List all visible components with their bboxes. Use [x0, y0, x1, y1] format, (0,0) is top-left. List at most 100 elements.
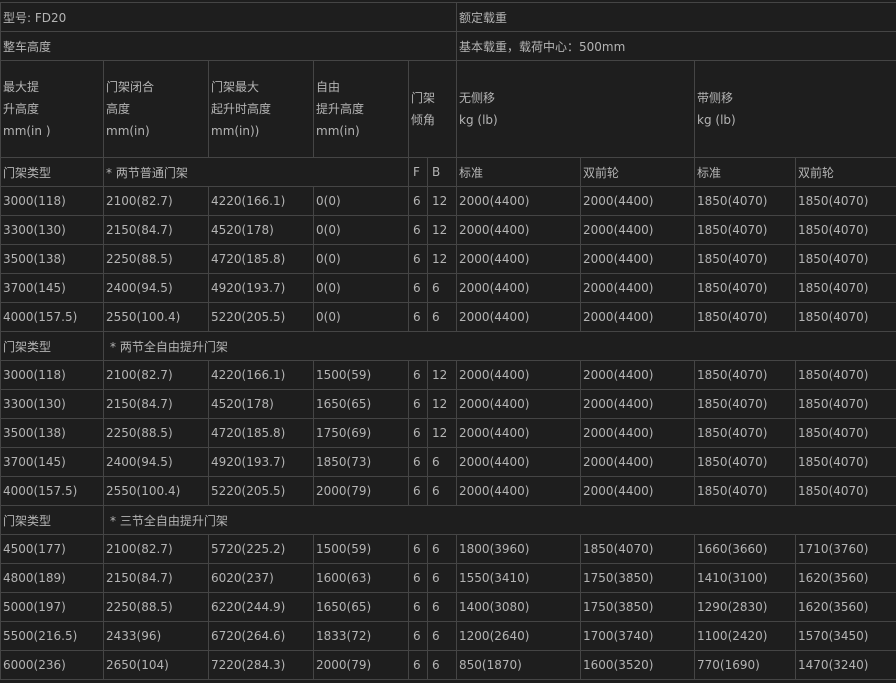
cell-tilt-f: 6 — [409, 564, 428, 593]
cell-no-sideshift-standard: 2000(4400) — [457, 361, 581, 390]
cell-tilt-f: 6 — [409, 303, 428, 332]
mast-type-name: * 两节全自由提升门架 — [104, 332, 896, 361]
cell-no-sideshift-dual: 2000(4400) — [581, 187, 695, 216]
cell-max-lift: 3500(138) — [1, 419, 104, 448]
cell-tilt-b: 6 — [428, 622, 457, 651]
cell-tilt-b: 12 — [428, 187, 457, 216]
cell-closed-height: 2650(104) — [104, 651, 209, 680]
cell-tilt-f: 6 — [409, 622, 428, 651]
cell-no-sideshift-standard: 2000(4400) — [457, 187, 581, 216]
cell-tilt-f: 6 — [409, 651, 428, 680]
cell-sideshift-standard: 1850(4070) — [695, 187, 796, 216]
cell-max-extended-height: 4920(193.7) — [209, 448, 314, 477]
cell-sideshift-dual: 1570(3450) — [796, 622, 896, 651]
cell-max-lift: 4800(189) — [1, 564, 104, 593]
cell-max-extended-height: 5220(205.5) — [209, 477, 314, 506]
cell-free-lift: 0(0) — [314, 216, 409, 245]
cell-free-lift: 1650(65) — [314, 390, 409, 419]
cell-sideshift-dual: 1850(4070) — [796, 477, 896, 506]
cell-tilt-b: 12 — [428, 245, 457, 274]
basic-load-label: 基本载重，载荷中心：500mm — [457, 32, 896, 61]
cell-free-lift: 0(0) — [314, 303, 409, 332]
cell-closed-height: 2550(100.4) — [104, 477, 209, 506]
model-row: 型号: FD20 额定载重 — [1, 3, 896, 32]
cell-no-sideshift-dual: 2000(4400) — [581, 216, 695, 245]
cell-sideshift-standard: 1850(4070) — [695, 390, 796, 419]
cell-tilt-b: 6 — [428, 274, 457, 303]
cell-sideshift-dual: 1470(3240) — [796, 651, 896, 680]
cell-max-lift: 4500(177) — [1, 535, 104, 564]
cell-closed-height: 2150(84.7) — [104, 564, 209, 593]
no-sideshift-dual-label: 双前轮 — [581, 158, 695, 187]
tilt-backward-label: B — [428, 158, 457, 187]
cell-closed-height: 2250(88.5) — [104, 419, 209, 448]
cell-sideshift-standard: 1850(4070) — [695, 477, 796, 506]
cell-tilt-b: 6 — [428, 448, 457, 477]
cell-free-lift: 1500(59) — [314, 535, 409, 564]
cell-sideshift-dual: 1620(3560) — [796, 593, 896, 622]
cell-max-lift: 3000(118) — [1, 361, 104, 390]
cell-no-sideshift-standard: 2000(4400) — [457, 216, 581, 245]
cell-sideshift-dual: 1850(4070) — [796, 361, 896, 390]
cell-tilt-b: 6 — [428, 477, 457, 506]
cell-sideshift-standard: 1850(4070) — [695, 448, 796, 477]
cell-max-extended-height: 4520(178) — [209, 216, 314, 245]
cell-sideshift-standard: 1850(4070) — [695, 274, 796, 303]
cell-no-sideshift-dual: 1750(3850) — [581, 593, 695, 622]
cell-tilt-b: 12 — [428, 361, 457, 390]
cell-max-lift: 5000(197) — [1, 593, 104, 622]
cell-no-sideshift-standard: 2000(4400) — [457, 448, 581, 477]
cell-tilt-f: 6 — [409, 274, 428, 303]
cell-free-lift: 0(0) — [314, 274, 409, 303]
cell-max-extended-height: 6720(264.6) — [209, 622, 314, 651]
cell-free-lift: 2000(79) — [314, 651, 409, 680]
cell-max-extended-height: 6020(237) — [209, 564, 314, 593]
cell-tilt-b: 12 — [428, 216, 457, 245]
section-header-row: 门架类型* 三节全自由提升门架 — [1, 506, 896, 535]
cell-free-lift: 1600(63) — [314, 564, 409, 593]
cell-tilt-b: 12 — [428, 390, 457, 419]
cell-max-lift: 5500(216.5) — [1, 622, 104, 651]
cell-no-sideshift-dual: 2000(4400) — [581, 274, 695, 303]
cell-max-extended-height: 4720(185.8) — [209, 419, 314, 448]
cell-no-sideshift-standard: 2000(4400) — [457, 274, 581, 303]
mast-type-label: 门架类型 — [1, 332, 104, 361]
cell-tilt-b: 6 — [428, 564, 457, 593]
cell-sideshift-standard: 1850(4070) — [695, 303, 796, 332]
rated-load-label: 额定载重 — [457, 3, 896, 32]
cell-tilt-f: 6 — [409, 448, 428, 477]
cell-no-sideshift-dual: 1750(3850) — [581, 564, 695, 593]
cell-free-lift: 1650(65) — [314, 593, 409, 622]
cell-no-sideshift-standard: 1550(3410) — [457, 564, 581, 593]
cell-no-sideshift-standard: 1800(3960) — [457, 535, 581, 564]
cell-max-extended-height: 6220(244.9) — [209, 593, 314, 622]
cell-no-sideshift-dual: 2000(4400) — [581, 245, 695, 274]
cell-closed-height: 2100(82.7) — [104, 187, 209, 216]
mast-type-name: * 三节全自由提升门架 — [104, 506, 896, 535]
cell-sideshift-standard: 1850(4070) — [695, 245, 796, 274]
cell-max-lift: 3300(130) — [1, 216, 104, 245]
cell-max-extended-height: 4520(178) — [209, 390, 314, 419]
cell-sideshift-standard: 1290(2830) — [695, 593, 796, 622]
cell-tilt-f: 6 — [409, 216, 428, 245]
cell-max-extended-height: 4220(166.1) — [209, 187, 314, 216]
sideshift-standard-label: 标准 — [695, 158, 796, 187]
cell-max-lift: 3300(130) — [1, 390, 104, 419]
cell-tilt-f: 6 — [409, 245, 428, 274]
cell-no-sideshift-dual: 1600(3520) — [581, 651, 695, 680]
cell-tilt-b: 6 — [428, 303, 457, 332]
cell-no-sideshift-dual: 2000(4400) — [581, 448, 695, 477]
cell-sideshift-dual: 1850(4070) — [796, 303, 896, 332]
cell-no-sideshift-standard: 2000(4400) — [457, 245, 581, 274]
